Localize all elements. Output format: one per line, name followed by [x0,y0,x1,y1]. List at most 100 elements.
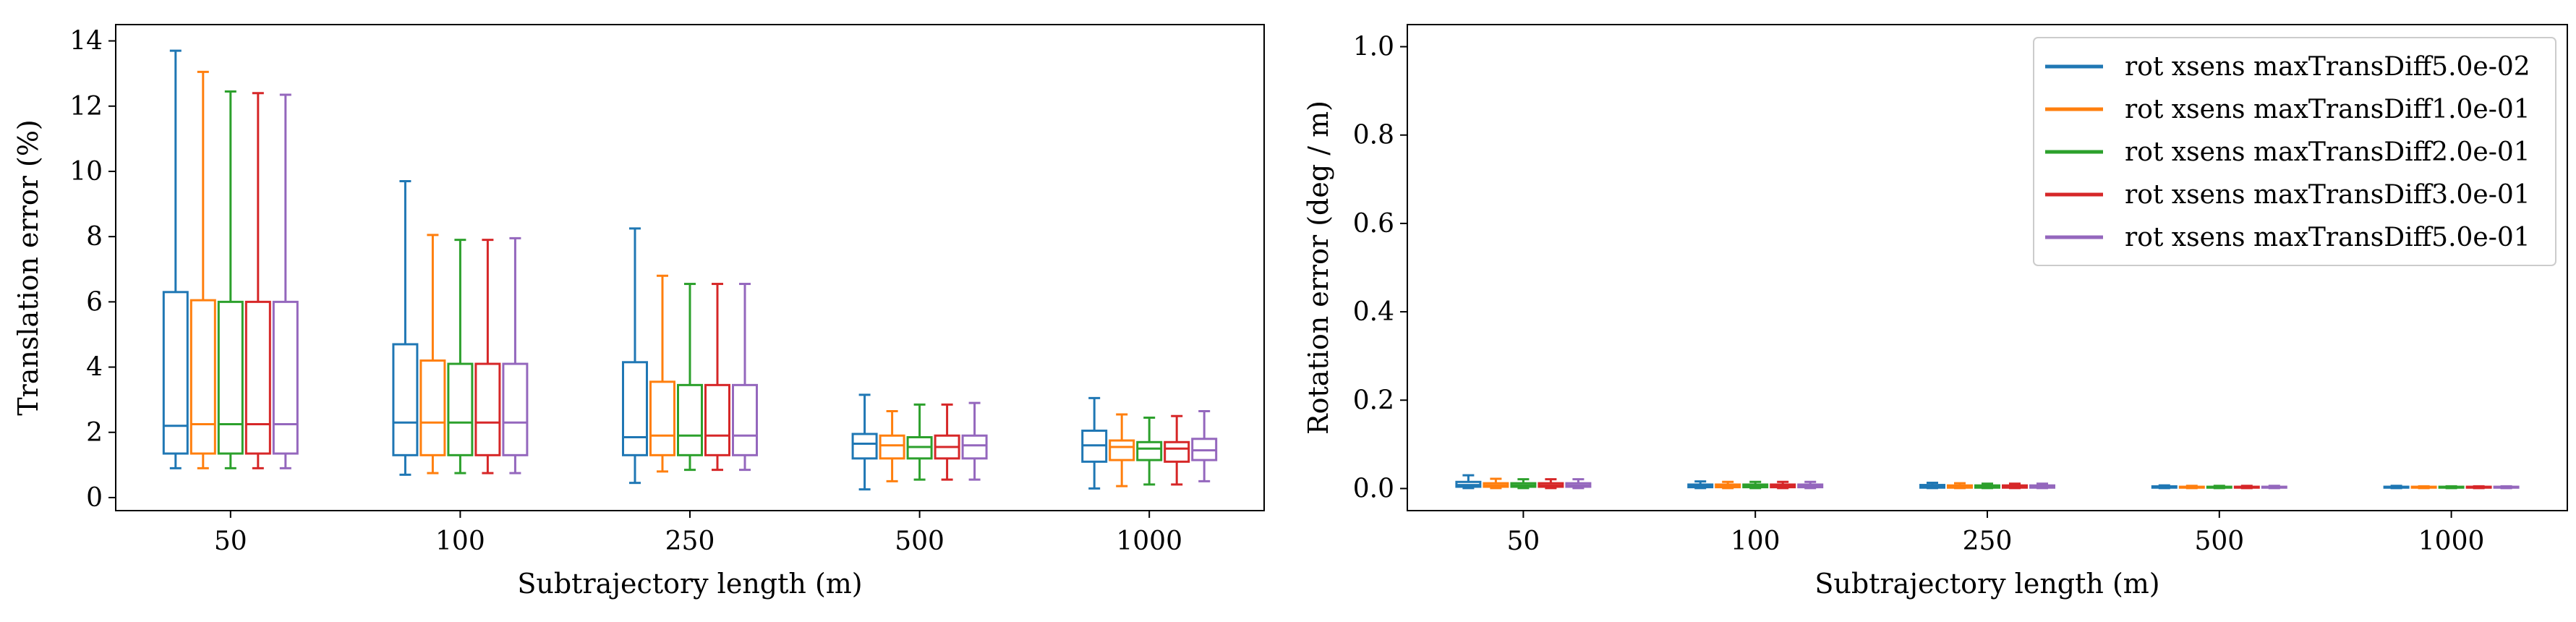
box [502,362,529,456]
box-plot [732,283,758,472]
box-plot [2178,485,2205,490]
box-plot [1510,478,1537,490]
box [732,383,758,456]
box-plot [2261,485,2287,490]
box-plot [2465,485,2492,490]
box [704,383,730,456]
y-tick-label: 6 [86,287,103,317]
box-plot [677,283,703,472]
y-tick-label: 0.0 [1353,474,1394,503]
y-tick-label: 0 [86,483,103,513]
translation-error-boxplots [162,49,1218,491]
box [961,434,988,460]
x-tick-label: 250 [665,527,715,556]
x-tick-label: 1000 [2418,527,2485,556]
box-plot [906,403,933,481]
x-tick-label: 500 [2194,527,2244,556]
box-plot [447,239,474,474]
box [851,433,878,460]
box-plot [1455,474,1482,490]
y-tick-label: 1.0 [1353,33,1394,62]
rotation-error-y-axis: 0.0 0.2 0.4 0.6 0.8 1.0 [1353,33,1407,503]
box [622,361,648,456]
box-plot [2410,485,2437,490]
legend-label: rot xsens maxTransDiff2.0e-01 [2125,137,2530,167]
rotation-error-boxplots [1455,474,2520,490]
legend-label: rot xsens maxTransDiff5.0e-01 [2125,223,2530,252]
box-plot [1919,482,1945,490]
y-tick-label: 2 [86,418,103,448]
box-plot [2029,482,2055,490]
y-tick-label: 0.2 [1353,385,1394,415]
box [649,380,675,456]
box-plot [419,234,446,474]
box-plot [934,403,960,481]
box-plot [1770,480,1796,490]
box-plot [2233,485,2260,490]
box [217,300,244,455]
x-tick-label: 100 [1731,527,1780,556]
legend-label: rot xsens maxTransDiff5.0e-02 [2125,52,2530,82]
legend: rot xsens maxTransDiff5.0e-02 rot xsens m… [2033,37,2556,266]
translation-error-plot-area [115,24,1265,511]
box-plot [704,283,730,472]
box-plot [2206,485,2232,490]
y-tick-label: 12 [69,92,103,122]
rotation-error-panel: 0.0 0.2 0.4 0.6 0.8 1.0 50 100 250 500 1000 Subtr… [1302,24,2568,600]
box-plot [1109,413,1135,487]
box-plot [1191,409,1218,482]
box-plot [162,49,189,469]
box-plot [1797,480,1824,490]
legend-frame [2033,37,2556,266]
box-plot [502,237,529,474]
box-plot [1687,480,1714,490]
box-plot [189,70,216,469]
rotation-error-x-axis: 50 100 250 500 1000 [1506,511,2484,556]
box [474,362,501,456]
box-plot [217,90,244,469]
box-plot [2383,485,2410,490]
rotation-error-x-axis-label: Subtrajectory length (m) [1814,568,2159,600]
box [1164,440,1190,463]
x-tick-label: 500 [895,527,944,556]
box-plot [649,274,675,473]
box-plot [1136,416,1163,486]
box [419,359,446,456]
box [1109,439,1135,461]
y-tick-label: 0.4 [1353,297,1394,327]
translation-error-y-axis: 0 2 4 6 8 10 12 14 [69,27,116,513]
box-plot [474,239,501,474]
box [272,300,299,455]
legend-label: rot xsens maxTransDiff1.0e-01 [2125,95,2530,124]
box [1136,440,1163,461]
box-plot [244,92,271,469]
box-plot [1483,477,1509,490]
box-plot [622,227,648,485]
y-tick-label: 0.6 [1353,209,1394,239]
translation-error-y-axis-label: Translation error (%) [12,119,44,416]
box [189,299,216,455]
box [677,383,703,456]
rotation-error-y-axis-label: Rotation error (deg / m) [1302,101,1334,435]
y-tick-label: 14 [69,27,103,56]
x-tick-label: 100 [435,527,485,556]
box [447,362,474,456]
box-plot [1947,482,1973,490]
translation-error-x-axis: 50 100 250 500 1000 [214,511,1182,556]
box [879,434,905,460]
box-plot [1715,480,1741,490]
box-plot [851,393,878,491]
box [162,291,189,455]
box [244,300,271,455]
box-plot [961,401,988,481]
x-tick-label: 1000 [1116,527,1182,556]
box-plot [2493,485,2520,490]
box-plot [392,179,419,476]
y-tick-label: 8 [86,222,103,252]
x-tick-label: 50 [1506,527,1540,556]
legend-entries: rot xsens maxTransDiff5.0e-02 rot xsens m… [2045,52,2530,252]
x-tick-label: 250 [1963,527,2013,556]
y-tick-label: 10 [69,157,103,187]
box-plot [879,409,905,482]
